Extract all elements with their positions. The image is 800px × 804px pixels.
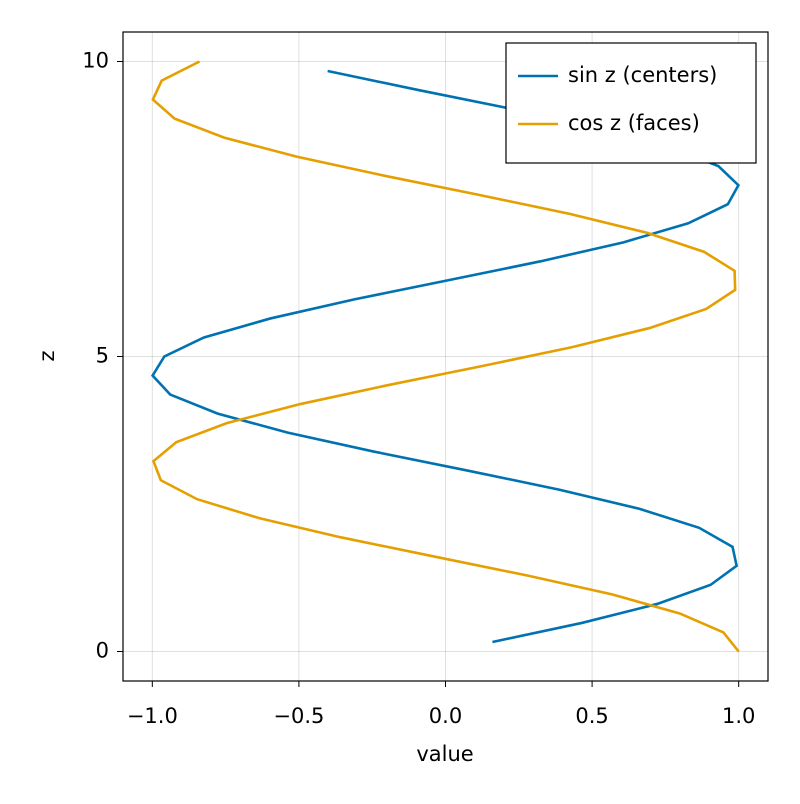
x-tick-label: 1.0	[722, 704, 755, 728]
x-tick-label: −0.5	[273, 704, 324, 728]
plot-frame	[122, 31, 769, 682]
x-tick-label: −1.0	[127, 704, 178, 728]
line-series	[151, 60, 740, 653]
x-tick-label: 0.0	[429, 704, 462, 728]
line-series	[150, 69, 741, 644]
x-axis-label: value	[416, 742, 473, 766]
legend-label: cos z (faces)	[568, 111, 700, 135]
y-tick-label: 5	[96, 344, 109, 368]
y-tick-label: 0	[96, 639, 109, 663]
legend-box	[505, 42, 757, 164]
legend-label: sin z (centers)	[568, 63, 717, 87]
x-tick-label: 0.5	[575, 704, 608, 728]
y-tick-label: 10	[82, 49, 109, 73]
y-axis-label: z	[35, 350, 59, 361]
